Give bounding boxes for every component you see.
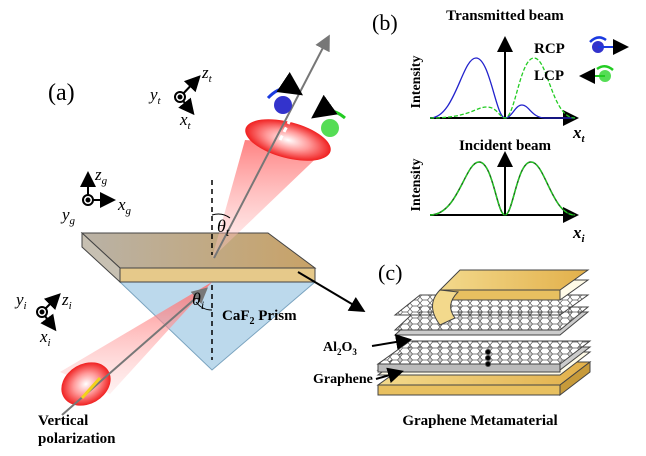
text-part: t xyxy=(209,73,213,85)
legend-icons xyxy=(583,37,625,82)
text-part: y xyxy=(148,85,158,104)
legend-label: LCP xyxy=(534,68,564,84)
text-part: g xyxy=(126,205,132,217)
legend-label: RCP xyxy=(534,41,565,57)
panel-label: (b) xyxy=(372,10,398,35)
axis-label: zt xyxy=(201,63,213,85)
axis-label: zg xyxy=(94,165,108,187)
layer-label: Al2O3 xyxy=(323,340,357,357)
input-label: Vertical xyxy=(38,413,88,429)
panel-title: Graphene Metamaterial xyxy=(402,413,557,429)
pointer xyxy=(372,340,408,346)
text-part: θ xyxy=(217,216,226,236)
text-part: t xyxy=(188,120,192,132)
frame-i xyxy=(37,296,58,328)
panel-label: (c) xyxy=(378,260,402,285)
panel-label: (a) xyxy=(48,80,75,106)
text-part: CaF xyxy=(222,308,250,324)
plot-bottom xyxy=(430,155,575,215)
axis-label: zi xyxy=(61,290,72,312)
layer-label: Graphene xyxy=(313,372,373,387)
frame-t xyxy=(175,78,198,112)
text-part: y xyxy=(14,290,24,309)
text-part: y xyxy=(60,205,70,224)
axis-label: yi xyxy=(14,290,27,312)
figure: (a) zt yt xt zg xg yg zi yi xi xyxy=(0,0,646,456)
text-part: i xyxy=(69,300,72,312)
axis-label: xi xyxy=(39,327,51,349)
transmitted-beam xyxy=(212,38,345,258)
x-axis-label: xi xyxy=(572,223,586,245)
plot-title: Incident beam xyxy=(459,138,552,154)
axis-label: yt xyxy=(148,85,162,107)
incident-beam xyxy=(53,282,212,415)
y-axis-label: Intensity xyxy=(409,56,424,109)
text-part: 3 xyxy=(352,347,357,357)
text-part: x xyxy=(572,123,582,142)
text-part: O xyxy=(342,340,353,355)
text-part: g xyxy=(102,175,108,187)
text-part: i xyxy=(24,300,27,312)
text-part: t xyxy=(582,133,586,145)
text-part: g xyxy=(70,215,76,227)
axis-label: xt xyxy=(179,110,192,132)
plot-title: Transmitted beam xyxy=(446,8,564,24)
text-part: t xyxy=(158,95,162,107)
text-part: x xyxy=(572,223,582,242)
text-part: θ xyxy=(192,289,201,309)
x-axis-label: xt xyxy=(572,123,586,145)
axis-label: xg xyxy=(117,195,132,217)
text-part: i xyxy=(201,298,204,312)
axis-label: yg xyxy=(60,205,76,227)
text-part: Prism xyxy=(255,308,298,324)
text-part: i xyxy=(582,233,586,245)
input-label: polarization xyxy=(38,431,116,447)
text-part: i xyxy=(48,337,51,349)
metamaterial xyxy=(378,270,590,395)
y-axis-label: Intensity xyxy=(409,159,424,212)
slab xyxy=(82,233,315,282)
connector-arrow xyxy=(298,272,362,310)
text-part: Al xyxy=(323,340,337,355)
